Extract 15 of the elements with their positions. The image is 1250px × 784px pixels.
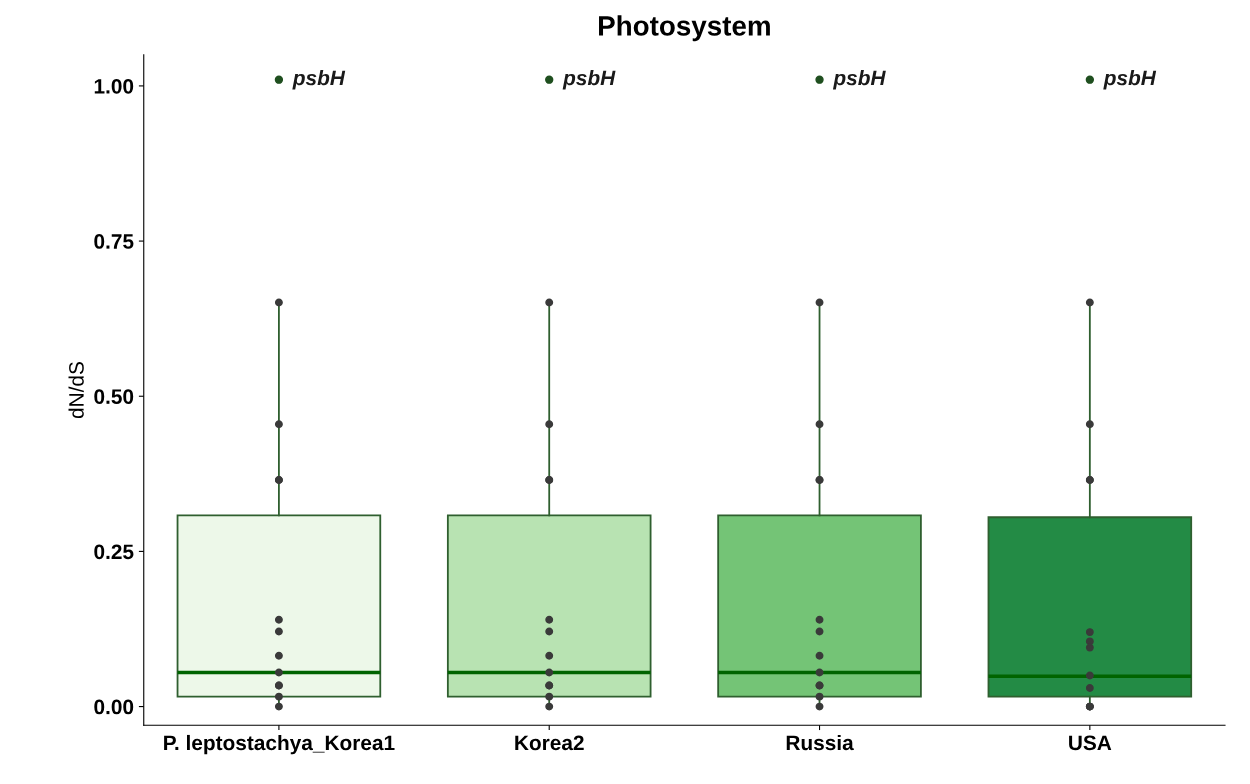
- x-tick-label: Korea2: [515, 735, 584, 751]
- annotation: psbH: [832, 70, 886, 90]
- annotation: psbH: [292, 70, 346, 90]
- y-axis-title: dN/dS: [68, 362, 84, 419]
- annotation: psbH: [562, 70, 616, 90]
- x-tick-label: P. leptostachya_Korea1: [164, 734, 395, 755]
- y-tick-label: 0.00: [94, 699, 134, 715]
- chart-title: Photosystem: [599, 15, 770, 42]
- x-tick-label: USA: [1069, 735, 1112, 751]
- y-tick-label: 0.75: [94, 234, 134, 249]
- annotation: psbH: [1103, 70, 1157, 90]
- y-tick-label: 0.50: [94, 389, 134, 404]
- x-tick-label: Russia: [786, 734, 854, 751]
- y-tick-label: 0.25: [94, 544, 134, 560]
- y-tick-label: 1.00: [94, 78, 134, 94]
